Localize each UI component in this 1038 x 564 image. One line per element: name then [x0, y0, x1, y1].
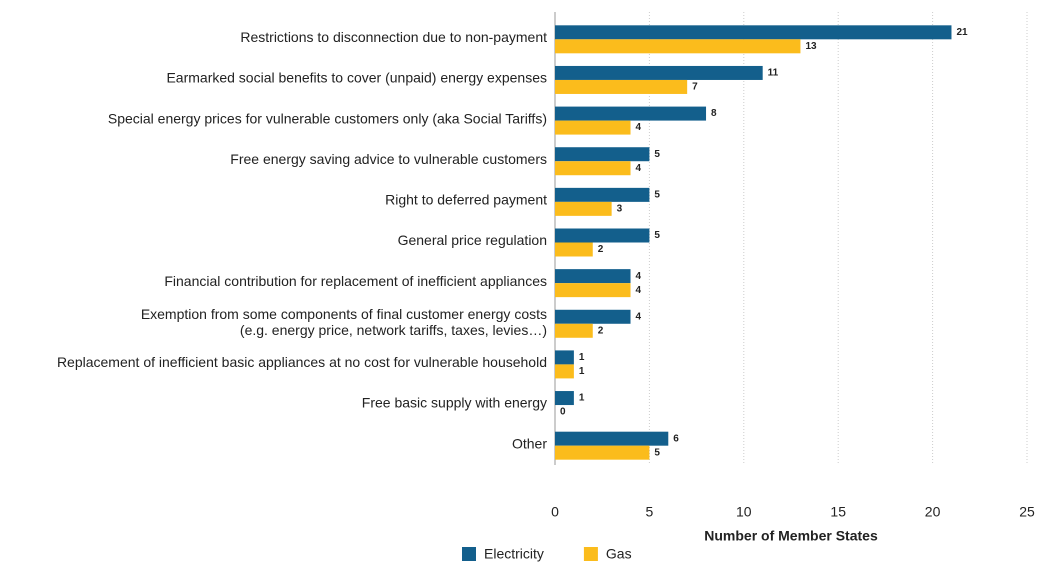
- bar: [555, 309, 631, 324]
- value-label: 7: [692, 82, 698, 93]
- x-tick-label: 10: [736, 504, 752, 520]
- y-tick-label: Special energy prices for vulnerable cus…: [108, 110, 547, 126]
- x-tick-label: 15: [830, 504, 846, 520]
- value-label: 0: [560, 407, 566, 418]
- y-tick-label: Financial contribution for replacement o…: [164, 273, 547, 289]
- value-label: 4: [636, 285, 642, 296]
- bar: [555, 39, 801, 54]
- x-axis-title: Number of Member States: [704, 528, 878, 544]
- value-label: 4: [636, 122, 642, 133]
- legend-label: Gas: [606, 546, 632, 562]
- legend-swatch: [583, 547, 598, 561]
- bar: [555, 201, 612, 216]
- legend-swatch: [462, 547, 476, 561]
- bar: [555, 391, 574, 406]
- bar: [555, 228, 650, 243]
- y-tick-label: Exemption from some components of final …: [141, 305, 547, 337]
- y-tick-label: Free energy saving advice to vulnerable …: [230, 151, 547, 167]
- value-label: 13: [805, 41, 817, 52]
- value-label: 2: [598, 325, 604, 336]
- bar: [555, 65, 763, 80]
- value-label: 6: [673, 433, 679, 444]
- y-tick-label: Replacement of inefficient basic applian…: [57, 354, 547, 370]
- value-label: 21: [956, 27, 968, 38]
- bar: [555, 283, 631, 298]
- y-tick-label: Free basic supply with energy: [362, 395, 547, 411]
- bar: [555, 431, 669, 446]
- x-tick-label: 5: [646, 504, 654, 520]
- bar: [555, 161, 631, 176]
- value-label: 5: [654, 149, 660, 160]
- value-label: 5: [654, 190, 660, 201]
- bar: [555, 25, 952, 40]
- value-label: 1: [579, 393, 585, 404]
- value-label: 4: [636, 311, 642, 322]
- y-tick-label: General price regulation: [398, 232, 547, 248]
- value-label: 4: [636, 271, 642, 282]
- value-label: 4: [636, 163, 642, 174]
- value-label: 3: [617, 204, 623, 215]
- bar: [555, 187, 650, 202]
- bar: [555, 106, 707, 121]
- x-tick-label: 0: [551, 504, 559, 520]
- y-tick-label: Earmarked social benefits to cover (unpa…: [166, 70, 547, 86]
- x-tick-label: 25: [1019, 504, 1035, 520]
- bar: [555, 79, 688, 94]
- x-tick-label: 20: [925, 504, 941, 520]
- legend-label: Electricity: [484, 546, 544, 562]
- value-label: 11: [768, 68, 779, 79]
- y-tick-label: Right to deferred payment: [385, 192, 547, 208]
- bar: [555, 120, 631, 135]
- value-label: 1: [579, 352, 585, 363]
- value-label: 5: [654, 230, 660, 241]
- value-label: 5: [654, 447, 660, 458]
- bar: [555, 445, 650, 460]
- value-label: 2: [598, 244, 604, 255]
- bar: [555, 147, 650, 162]
- bar: [555, 269, 631, 284]
- bar: [555, 364, 574, 379]
- bar: [555, 323, 593, 338]
- bar: [555, 350, 574, 365]
- bar: [555, 242, 593, 257]
- y-tick-label: Other: [512, 435, 547, 451]
- value-label: 8: [711, 108, 717, 119]
- y-tick-label: Restrictions to disconnection due to non…: [240, 29, 547, 45]
- value-label: 1: [579, 366, 585, 377]
